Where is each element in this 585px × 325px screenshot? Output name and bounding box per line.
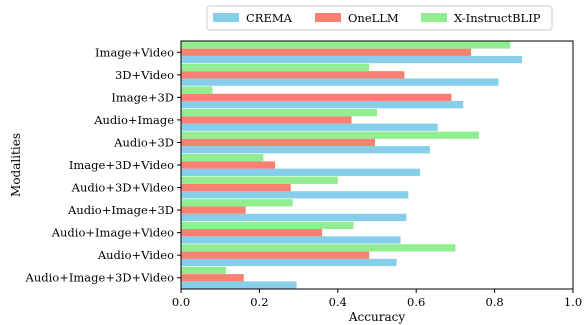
bar-x-instructblip-3 bbox=[181, 108, 377, 117]
legend-label: OneLLM bbox=[348, 11, 399, 25]
bar-x-instructblip-6 bbox=[181, 176, 338, 184]
y-tick-label: Image+3D+Video bbox=[69, 158, 174, 172]
bar-crema-1 bbox=[181, 78, 499, 86]
legend-swatch-onellm bbox=[315, 13, 341, 22]
bar-onellm-6 bbox=[181, 183, 291, 192]
bar-onellm-9 bbox=[181, 251, 370, 259]
bar-crema-7 bbox=[181, 213, 407, 222]
bar-crema-4 bbox=[181, 146, 430, 154]
bar-crema-5 bbox=[181, 168, 421, 176]
y-tick-labels: Image+Video 3D+Video Image+3D Audio+Image Au… bbox=[25, 45, 181, 285]
bars bbox=[181, 41, 523, 289]
legend: CREMA OneLLM X-InstructBLIP bbox=[206, 5, 553, 31]
bar-crema-10 bbox=[181, 281, 297, 289]
y-axis-label: Modalities bbox=[9, 133, 23, 197]
bar-onellm-10 bbox=[181, 274, 244, 282]
legend-swatch-x-instructblip bbox=[421, 13, 447, 22]
bar-onellm-3 bbox=[181, 116, 352, 124]
y-tick-label: Audio+3D+Video bbox=[71, 181, 174, 195]
x-tick-label: 0.2 bbox=[250, 295, 268, 309]
x-tick-label: 0.0 bbox=[172, 295, 190, 309]
bar-crema-6 bbox=[181, 191, 409, 199]
bar-crema-8 bbox=[181, 236, 401, 244]
y-tick-label: 3D+Video bbox=[115, 68, 174, 82]
x-axis-label: Accuracy bbox=[348, 310, 405, 324]
bar-x-instructblip-8 bbox=[181, 221, 354, 229]
legend-box bbox=[206, 5, 553, 31]
plot-frame bbox=[180, 40, 574, 290]
bar-onellm-4 bbox=[181, 138, 376, 147]
y-tick-label: Audio+Image+3D+Video bbox=[25, 271, 175, 285]
bar-x-instructblip-7 bbox=[181, 199, 293, 207]
bar-crema-9 bbox=[181, 258, 397, 267]
bar-onellm-8 bbox=[181, 228, 323, 237]
y-tick-label: Image+Video bbox=[95, 45, 174, 59]
bar-crema-0 bbox=[181, 55, 523, 64]
bar-x-instructblip-2 bbox=[181, 86, 213, 94]
bar-crema-3 bbox=[181, 123, 438, 131]
y-tick-label: Audio+Image+3D bbox=[67, 203, 174, 217]
x-tick-labels: 0.0 0.2 0.4 0.6 0.8 1.0 bbox=[172, 289, 582, 309]
x-tick-label: 1.0 bbox=[564, 295, 582, 309]
legend-label: CREMA bbox=[246, 11, 293, 25]
legend-swatch-crema bbox=[213, 13, 239, 22]
bar-x-instructblip-4 bbox=[181, 131, 479, 139]
bar-onellm-2 bbox=[181, 93, 452, 102]
bar-x-instructblip-0 bbox=[181, 41, 511, 49]
bar-x-instructblip-1 bbox=[181, 63, 370, 72]
bar-onellm-0 bbox=[181, 48, 472, 56]
y-tick-label: Image+3D bbox=[111, 90, 174, 104]
x-tick-label: 0.8 bbox=[485, 295, 503, 309]
y-tick-label: Audio+Image bbox=[93, 113, 174, 127]
bar-crema-2 bbox=[181, 101, 464, 109]
x-tick-label: 0.6 bbox=[407, 295, 425, 309]
bar-x-instructblip-5 bbox=[181, 154, 264, 162]
bar-onellm-1 bbox=[181, 71, 405, 79]
legend-label: X-InstructBLIP bbox=[454, 11, 541, 25]
y-tick-label: Audio+Video bbox=[97, 248, 174, 262]
y-tick-label: Audio+Image+Video bbox=[51, 226, 174, 240]
bar-onellm-7 bbox=[181, 206, 246, 214]
x-tick-label: 0.4 bbox=[329, 295, 347, 309]
bar-x-instructblip-10 bbox=[181, 266, 227, 275]
bar-onellm-5 bbox=[181, 161, 276, 169]
y-tick-label: Audio+3D bbox=[113, 135, 174, 149]
bar-x-instructblip-9 bbox=[181, 244, 456, 252]
